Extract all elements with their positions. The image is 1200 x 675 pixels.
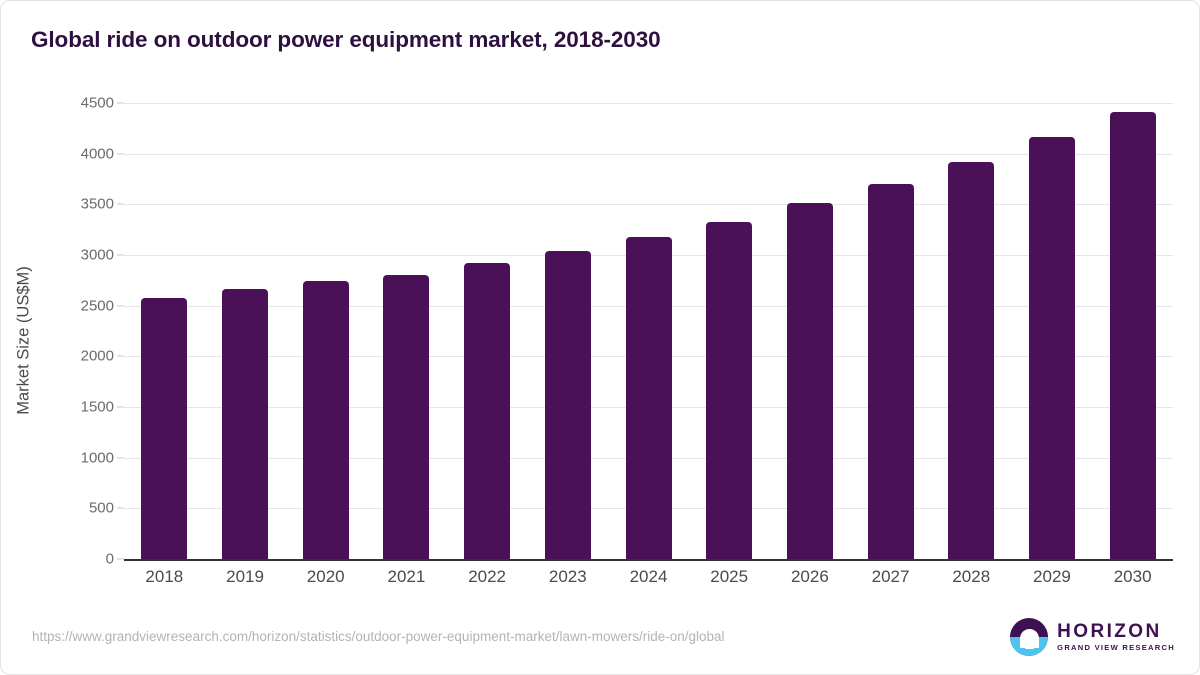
y-tick-label: 4000 (80, 145, 114, 163)
y-axis-tick-labels: 0 500 1000 1500 2000 2500 3000 3500 4000 4500 (6, 1, 114, 674)
y-tick-label: 3500 (80, 195, 114, 213)
y-tick-label: 500 (88, 499, 114, 517)
gridline (124, 204, 1173, 206)
y-tick-mark (117, 203, 124, 205)
y-tick-mark (117, 254, 124, 256)
bar[interactable] (544, 250, 591, 559)
x-tick-label: 2026 (790, 567, 829, 586)
logo-tagline: GRAND VIEW RESEARCH (1057, 643, 1175, 653)
y-tick-label: 1000 (80, 449, 114, 467)
bar[interactable] (625, 236, 672, 559)
bar[interactable] (1109, 111, 1156, 559)
y-tick-label: 1500 (80, 398, 114, 416)
y-tick-mark (117, 355, 124, 357)
bar[interactable] (464, 263, 511, 559)
x-tick-label: 2021 (387, 567, 426, 586)
bar[interactable] (1028, 137, 1075, 559)
logo-name: HORIZON (1057, 621, 1162, 643)
y-tick-mark (117, 558, 124, 560)
x-tick-label: 2025 (710, 567, 749, 586)
logo-ray-2 (1024, 646, 1034, 649)
y-tick-mark (117, 507, 124, 509)
bar[interactable] (786, 202, 833, 559)
bar[interactable] (222, 289, 269, 559)
plot-area (124, 103, 1173, 559)
x-tick-label: 2027 (871, 567, 910, 586)
y-tick-label: 2500 (80, 297, 114, 315)
x-tick-label: 2030 (1113, 567, 1152, 586)
x-tick-label: 2020 (306, 567, 345, 586)
x-tick-label: 2019 (226, 567, 264, 586)
logo-ray-1 (1021, 642, 1037, 645)
bar[interactable] (948, 161, 995, 559)
logo-dome-shape (1019, 628, 1039, 648)
y-tick-mark (117, 102, 124, 104)
y-tick-label: 3000 (80, 246, 114, 264)
y-tick-mark (117, 153, 124, 155)
horizon-logo-icon (1010, 618, 1049, 656)
bar[interactable] (706, 222, 753, 559)
y-tick-label: 2000 (80, 347, 114, 365)
gridline (124, 103, 1173, 104)
y-tick-label: 4500 (80, 94, 114, 112)
x-tick-label: 2018 (145, 567, 184, 586)
x-tick-label: 2022 (468, 567, 507, 586)
bar[interactable] (867, 183, 914, 559)
y-tick-mark (117, 406, 124, 408)
x-tick-label: 2024 (629, 567, 668, 586)
x-axis-line (124, 559, 1173, 561)
y-tick-label: 0 (105, 550, 114, 568)
x-tick-label: 2028 (952, 567, 991, 586)
chart-title: Global ride on outdoor power equipment m… (31, 27, 661, 52)
gridline (124, 153, 1173, 155)
logo-text-block: HORIZON GRAND VIEW RESEARCH (1057, 622, 1175, 652)
bar[interactable] (383, 274, 430, 559)
bar[interactable] (302, 280, 349, 559)
x-tick-label: 2029 (1033, 567, 1071, 586)
y-tick-mark (117, 305, 124, 307)
x-tick-label: 2023 (548, 567, 587, 586)
horizon-logo: HORIZON GRAND VIEW RESEARCH (1010, 618, 1175, 656)
source-url[interactable]: https://www.grandviewresearch.com/horizo… (32, 629, 725, 644)
y-tick-mark (117, 457, 124, 459)
bar[interactable] (141, 297, 188, 559)
